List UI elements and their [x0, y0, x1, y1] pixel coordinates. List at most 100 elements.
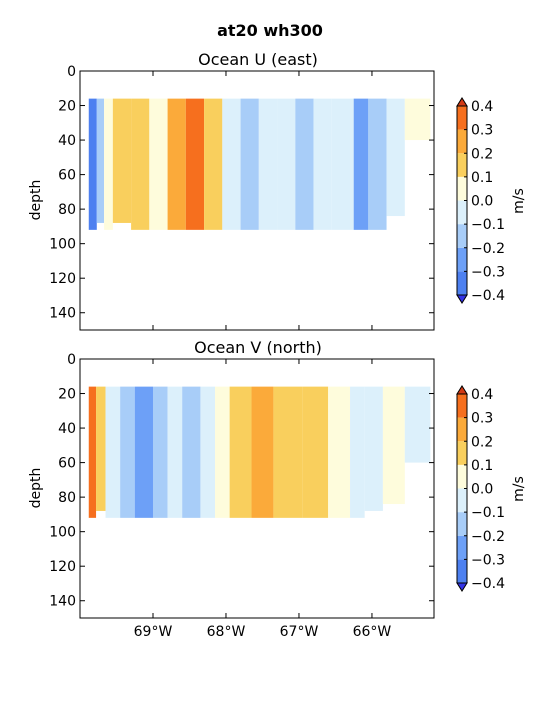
contour-cell — [353, 98, 369, 230]
colorbar-segment — [457, 200, 467, 225]
figure-suptitle: at20 wh300 — [217, 21, 323, 40]
contour-cell — [167, 98, 186, 230]
contour-cell — [368, 98, 387, 230]
contour-cell — [386, 98, 405, 217]
y-tick-label: 80 — [58, 490, 76, 506]
colorbar-tick-label: −0.3 — [471, 264, 505, 280]
colorbar-segment — [457, 153, 467, 177]
y-tick-label: 60 — [58, 168, 76, 184]
contour-cell — [112, 98, 132, 223]
colorbar-segment — [457, 464, 467, 489]
colorbar-tick-label: −0.1 — [471, 217, 505, 233]
colorbar-segment — [457, 271, 467, 295]
y-tick-label: 40 — [58, 133, 76, 149]
y-tick-label: 0 — [67, 352, 76, 368]
contour-cell — [328, 386, 351, 518]
contour-cell — [350, 386, 365, 518]
contour-cell — [200, 386, 216, 518]
colorbar-tick-label: 0.2 — [471, 146, 493, 162]
colorbar-tick-label: −0.2 — [471, 241, 505, 257]
y-tick-label: 60 — [58, 456, 76, 472]
contour-cell — [105, 386, 121, 518]
contour-cell — [364, 386, 383, 511]
colorbar-segment — [457, 247, 467, 272]
y-tick-label: 140 — [49, 306, 76, 322]
contour-cell — [149, 98, 168, 230]
colorbar-label: m/s — [511, 188, 527, 214]
contour-cell — [313, 98, 332, 230]
colorbar-segment — [457, 441, 467, 465]
x-tick-label: 69°W — [134, 624, 173, 640]
x-tick-label: 66°W — [353, 624, 392, 640]
contour-cell — [251, 386, 274, 518]
y-axis: 0 20 40 60 80 100 120 140 — [49, 352, 434, 618]
contour-cell — [134, 386, 153, 518]
colorbar-tick-label: 0.3 — [471, 411, 493, 427]
contour-cell — [204, 98, 223, 230]
colorbar-segment — [457, 417, 467, 442]
y-tick-label: 80 — [58, 202, 76, 218]
plot-frame — [79, 70, 435, 331]
contour-cell — [222, 98, 241, 230]
colorbar-segment — [457, 394, 467, 418]
colorbar-tick-label: 0.1 — [471, 458, 493, 474]
y-tick-label: 40 — [58, 421, 76, 437]
colorbar: −0.4 −0.3 −0.2 −0.1 0.0 0.1 0.2 0.3 0.4 — [456, 385, 505, 592]
x-tick-label: 67°W — [280, 624, 319, 640]
contour-cell — [96, 386, 106, 511]
panel-title: Ocean V (north) — [194, 338, 322, 357]
x-axis: 69°W 68°W 67°W 66°W — [134, 624, 392, 640]
y-tick-label: 140 — [49, 594, 76, 610]
plot-area — [88, 386, 431, 518]
contour-cell — [152, 386, 168, 518]
colorbar-tick-label: 0.2 — [471, 434, 493, 450]
y-tick-label: 0 — [67, 64, 76, 80]
y-axis: 0 20 40 60 80 100 120 140 — [49, 64, 434, 330]
colorbar-segment — [457, 176, 467, 201]
contour-cell — [120, 386, 135, 518]
contour-cell — [404, 386, 431, 463]
colorbar-extend-min — [456, 294, 468, 304]
y-tick-label: 120 — [49, 271, 76, 287]
contour-cell — [258, 98, 278, 230]
contour-cell — [131, 98, 150, 230]
colorbar-segment — [457, 224, 467, 248]
contour-cell — [302, 386, 329, 518]
contour-cell — [185, 98, 205, 230]
contour-cell — [229, 386, 252, 518]
colorbar-segment — [457, 129, 467, 154]
colorbar-tick-label: −0.1 — [471, 505, 505, 521]
colorbar-segment — [457, 535, 467, 560]
colorbar-extend-max — [456, 97, 468, 107]
colorbar-tick-label: −0.4 — [471, 576, 505, 592]
colorbar-extend-min — [456, 582, 468, 592]
colorbar-tick-label: 0.0 — [471, 482, 493, 498]
colorbar-tick-label: 0.1 — [471, 170, 493, 186]
colorbar-segment — [457, 488, 467, 513]
contour-cell — [96, 98, 105, 223]
colorbar-extend-max — [456, 385, 468, 395]
contour-cell — [88, 386, 97, 518]
plot-area — [88, 98, 431, 230]
colorbar-tick-label: 0.0 — [471, 194, 493, 210]
contour-cell — [295, 98, 314, 230]
y-axis-label: depth — [28, 468, 44, 509]
contour-cell — [215, 386, 230, 518]
colorbar-label: m/s — [511, 476, 527, 502]
colorbar: −0.4 −0.3 −0.2 −0.1 0.0 0.1 0.2 0.3 0.4 — [456, 97, 505, 304]
y-tick-label: 20 — [58, 387, 76, 403]
contour-cell — [273, 386, 303, 518]
colorbar-segment — [457, 559, 467, 583]
contour-cell — [167, 386, 183, 518]
colorbar-segment — [457, 512, 467, 536]
panel-title: Ocean U (east) — [198, 50, 318, 69]
y-tick-label: 120 — [49, 559, 76, 575]
colorbar-tick-label: −0.2 — [471, 529, 505, 545]
y-tick-label: 100 — [49, 525, 76, 541]
panel-ocean-v: Ocean V (north) 0 20 40 60 80 100 120 140 depth… — [28, 338, 527, 619]
colorbar-tick-label: −0.4 — [471, 288, 505, 304]
contour-cell — [182, 386, 201, 518]
colorbar-tick-label: 0.3 — [471, 123, 493, 139]
